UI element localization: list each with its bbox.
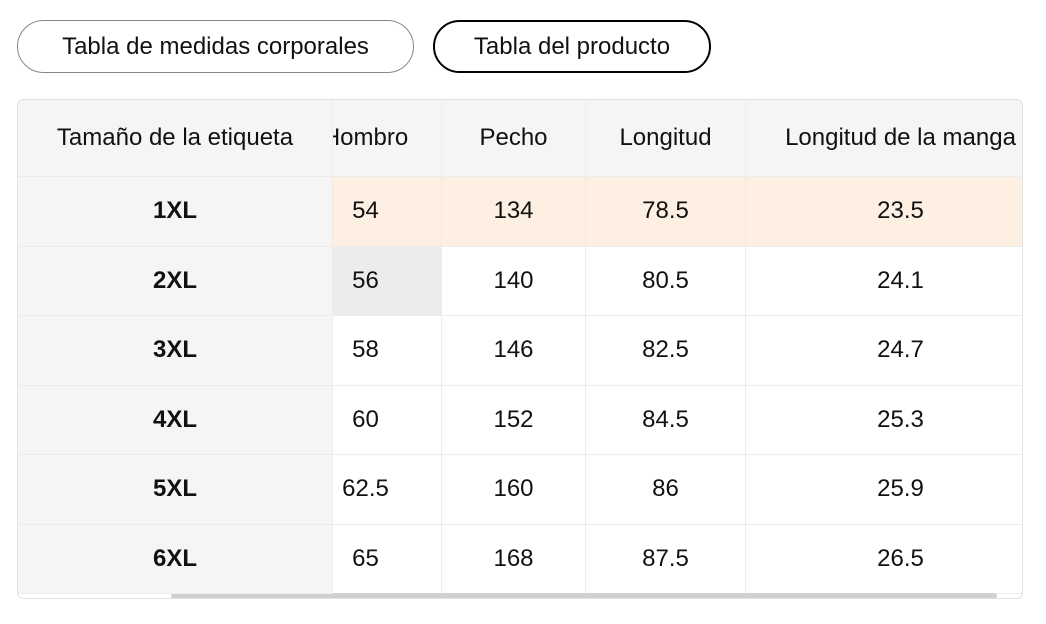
table-cell: 78.5 [586, 177, 746, 247]
table-cell: 25.3 [746, 386, 1022, 455]
column-header: Pecho [442, 100, 586, 177]
table-cell: 65 [333, 524, 442, 594]
table-cell: 56 [333, 246, 442, 316]
table-cell: 25.9 [746, 455, 1022, 525]
table-cell: 54 [333, 177, 442, 247]
table-cell: 152 [442, 385, 586, 455]
table-cell: 82.5 [586, 316, 746, 386]
column-header: Tamaño de la etiqueta [18, 100, 333, 177]
table-cell: 140 [442, 246, 586, 316]
table-cell: 60 [333, 385, 442, 455]
size-label: 1XL [18, 177, 333, 247]
table-cell: 87.5 [586, 524, 746, 594]
size-label: 3XL [18, 316, 333, 386]
column-header: Longitud [586, 100, 746, 177]
table-cell: 62.5 [333, 455, 442, 525]
table-cell: 86 [586, 455, 746, 525]
size-label: 4XL [18, 385, 333, 455]
size-table: HombroPechoLongitudLongitud de la manga 5… [17, 99, 1023, 599]
table-cell: 23.5 [746, 177, 1022, 247]
tab-button[interactable]: Tabla de medidas corporales [17, 20, 414, 73]
table-cell: 58 [333, 316, 442, 386]
table-cell: 24.7 [746, 316, 1022, 386]
column-header: Longitud de la manga [746, 100, 1022, 177]
scrollbar[interactable] [171, 593, 997, 598]
table-cell: 160 [442, 455, 586, 525]
size-label: 5XL [18, 455, 333, 525]
table-cell: 80.5 [586, 246, 746, 316]
scroll-area: HombroPechoLongitudLongitud de la manga 5… [333, 100, 1022, 598]
tab-button-active[interactable]: Tabla del producto [433, 20, 711, 73]
table-cell: 134 [442, 177, 586, 247]
table-cell: 168 [442, 524, 586, 594]
column-header: Hombro [333, 100, 442, 177]
table-cell: 146 [442, 316, 586, 386]
table-cell: 24.1 [746, 247, 1022, 316]
table-cell: 26.5 [746, 525, 1022, 594]
size-label: 6XL [18, 524, 333, 594]
table-cell: 84.5 [586, 385, 746, 455]
size-label: 2XL [18, 246, 333, 316]
